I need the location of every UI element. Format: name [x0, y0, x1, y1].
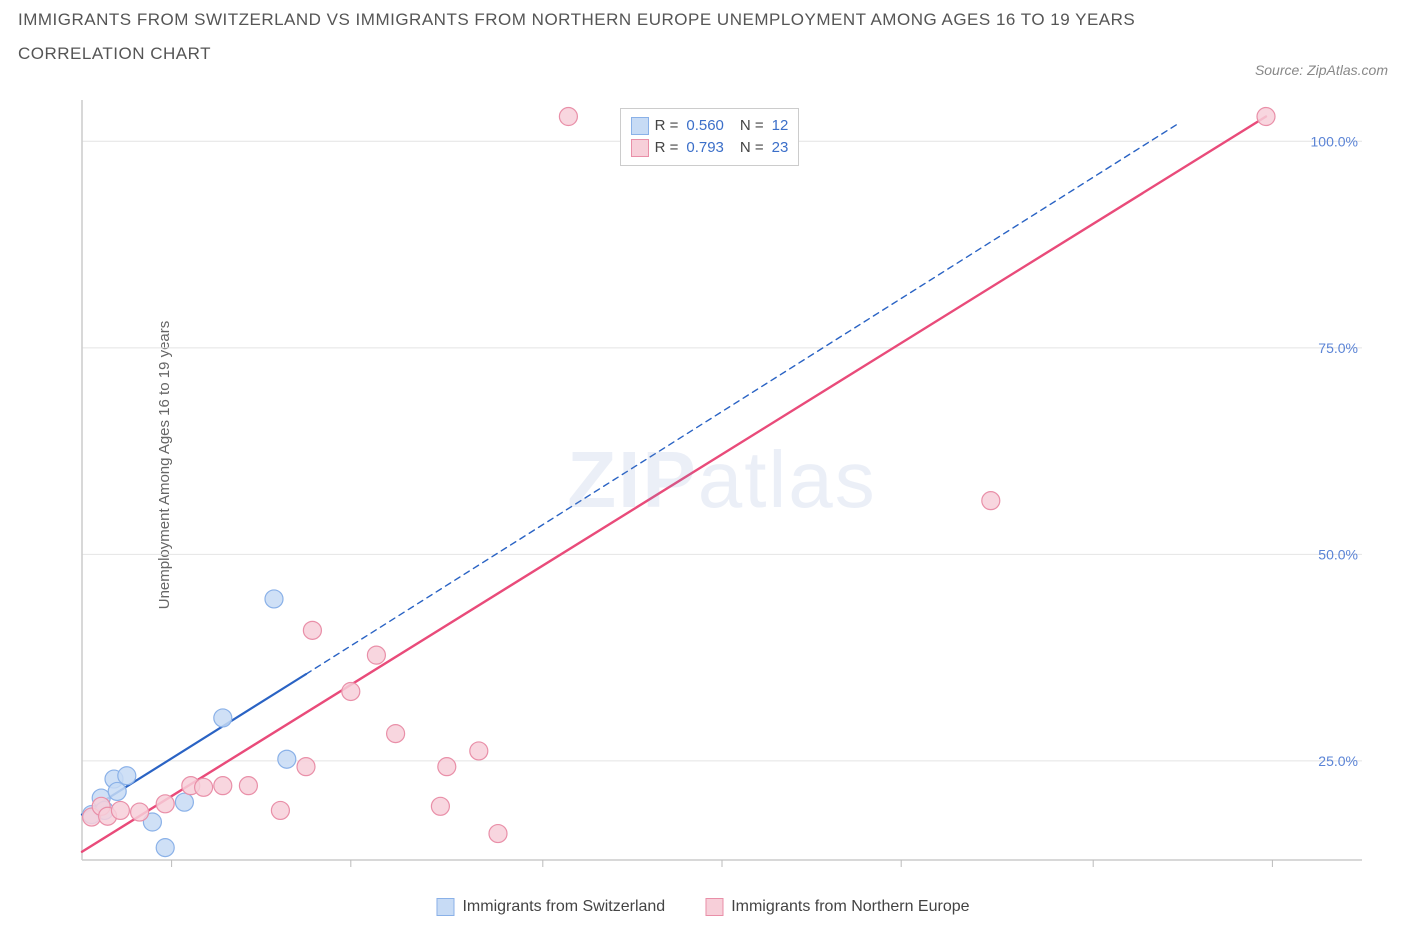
- source-text: Source: ZipAtlas.com: [1255, 62, 1388, 78]
- svg-text:75.0%: 75.0%: [1318, 340, 1358, 356]
- bottom-legend: Immigrants from Switzerland Immigrants fr…: [436, 898, 969, 916]
- chart-title-line1: IMMIGRANTS FROM SWITZERLAND VS IMMIGRANT…: [18, 10, 1388, 30]
- bottom-legend-label: Immigrants from Northern Europe: [731, 898, 969, 916]
- n-value: 12: [772, 115, 789, 137]
- n-value: 23: [772, 137, 789, 159]
- bottom-legend-label: Immigrants from Switzerland: [462, 898, 665, 916]
- r-label: R =: [655, 115, 679, 137]
- chart-title-block: IMMIGRANTS FROM SWITZERLAND VS IMMIGRANT…: [18, 10, 1388, 64]
- n-label: N =: [740, 115, 764, 137]
- r-value: 0.560: [686, 115, 724, 137]
- stats-legend: R = 0.560 N = 12 R = 0.793 N = 23: [620, 108, 800, 166]
- svg-text:25.0%: 25.0%: [1318, 753, 1358, 769]
- bottom-legend-item: Immigrants from Northern Europe: [705, 898, 969, 916]
- chart-area: 25.0%50.0%75.0%100.0%0.0%20.0% ZIPatlas …: [62, 90, 1382, 870]
- stats-legend-row: R = 0.793 N = 23: [631, 137, 789, 159]
- svg-text:50.0%: 50.0%: [1318, 546, 1358, 562]
- r-value: 0.793: [686, 137, 724, 159]
- scatter-chart-svg: 25.0%50.0%75.0%100.0%0.0%20.0%: [62, 90, 1382, 870]
- stats-legend-row: R = 0.560 N = 12: [631, 115, 789, 137]
- n-label: N =: [740, 137, 764, 159]
- bottom-legend-item: Immigrants from Switzerland: [436, 898, 665, 916]
- svg-text:100.0%: 100.0%: [1311, 133, 1358, 149]
- r-label: R =: [655, 137, 679, 159]
- legend-swatch: [631, 139, 649, 157]
- legend-swatch: [436, 898, 454, 916]
- chart-title-line2: CORRELATION CHART: [18, 44, 1388, 64]
- legend-swatch: [631, 117, 649, 135]
- legend-swatch: [705, 898, 723, 916]
